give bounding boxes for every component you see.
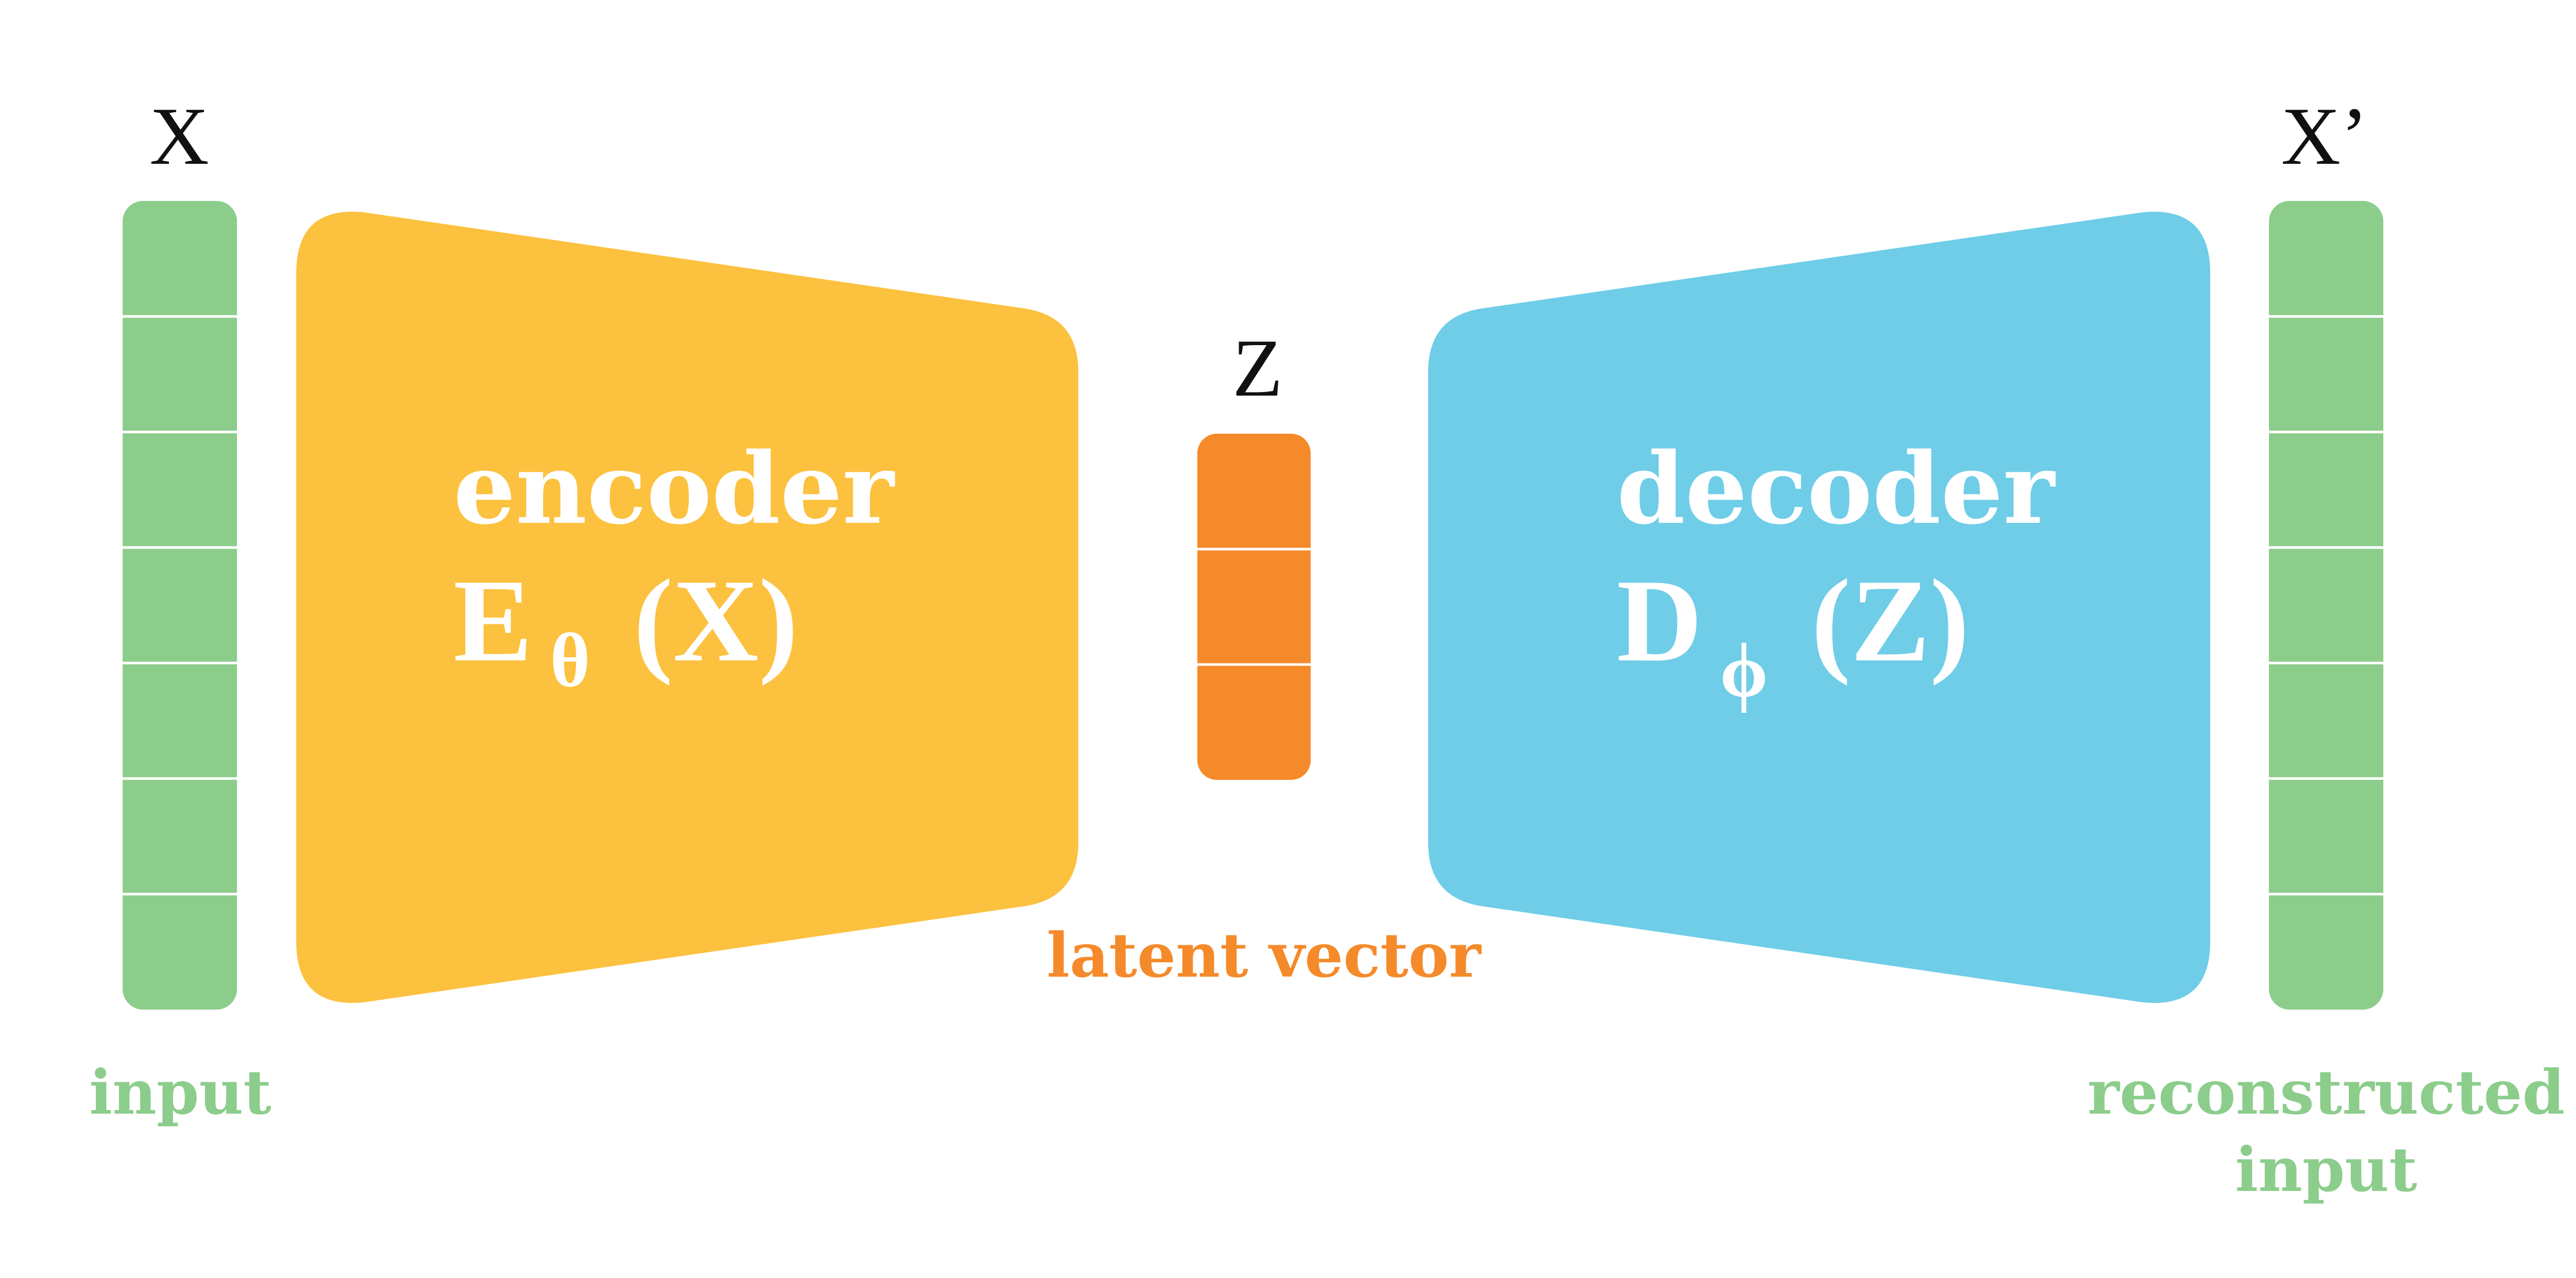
output-symbol: X’ [2281, 90, 2368, 182]
decoder-function-symbol: D [1617, 555, 1702, 686]
latent-vector: Z latent vector [1046, 322, 1482, 991]
encoder-title: encoder [453, 431, 895, 546]
output-vector-bar [2269, 201, 2383, 1010]
latent-caption: latent vector [1046, 919, 1482, 991]
input-vector-bar [123, 201, 237, 1010]
encoder-function-symbol: E [453, 555, 532, 686]
input-caption: input [89, 1057, 271, 1128]
encoder-shape [296, 211, 1078, 1003]
latent-symbol: Z [1232, 322, 1283, 414]
input-vector: X input [89, 90, 271, 1128]
latent-cell-dividers [1197, 548, 1311, 666]
encoder-argument: (X) [634, 555, 798, 686]
decoder-formula: D ϕ (Z) [1617, 555, 1969, 713]
encoder-formula: E θ (X) [453, 555, 798, 703]
latent-vector-bar [1197, 434, 1311, 780]
encoder-block: encoder E θ (X) [296, 211, 1078, 1003]
input-cell-dividers [123, 315, 237, 896]
decoder-title: decoder [1617, 431, 2056, 546]
output-caption-line1: reconstructed [2088, 1057, 2565, 1128]
decoder-block: decoder D ϕ (Z) [1428, 211, 2210, 1003]
output-caption-line2: input [2235, 1134, 2417, 1205]
output-cell-dividers [2269, 315, 2383, 896]
encoder-subscript: θ [550, 618, 590, 703]
input-symbol: X [149, 90, 209, 182]
decoder-subscript: ϕ [1720, 628, 1768, 713]
decoder-argument: (Z) [1811, 555, 1970, 686]
output-vector: X’ reconstructed input [2088, 90, 2565, 1205]
decoder-shape [1428, 211, 2210, 1003]
